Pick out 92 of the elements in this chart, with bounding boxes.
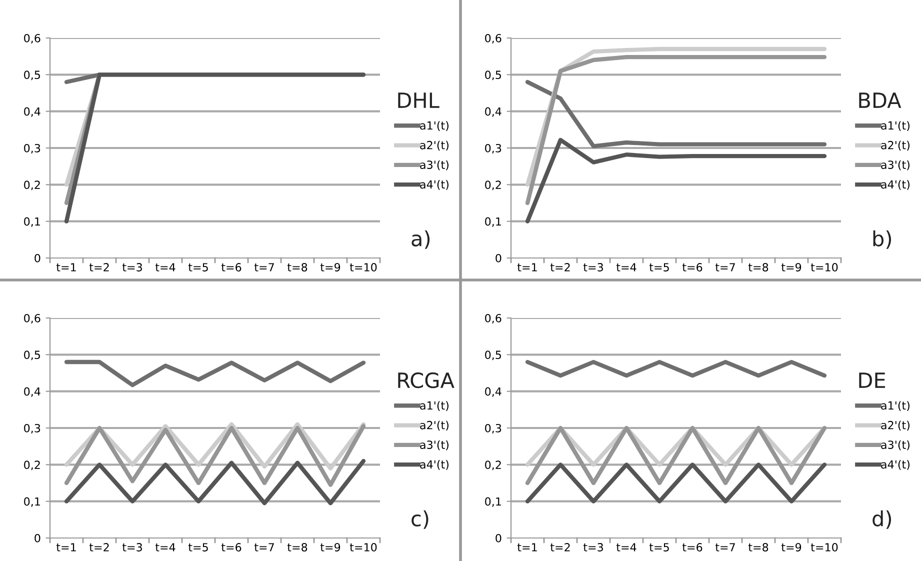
y-tick-label: 0,1: [24, 497, 40, 507]
x-tick-label: t=7: [254, 263, 274, 272]
x-tick-label: t=5: [188, 263, 208, 272]
x-tick-label: t=2: [550, 263, 570, 272]
y-tick-label: 0,3: [24, 424, 40, 434]
x-tick-label: t=10: [810, 543, 838, 552]
x-tick-label: t=9: [781, 263, 802, 272]
y-tick-label: 0,3: [485, 144, 502, 154]
x-tick-label: t=7: [715, 543, 735, 552]
legend-label: a3'(t): [420, 160, 448, 170]
x-tick-label: t=8: [287, 543, 308, 552]
y-tick-label: 0,1: [485, 497, 501, 507]
legend-label: a3'(t): [881, 440, 910, 450]
x-tick-label: t=8: [287, 263, 308, 272]
legend-label: a1'(t): [881, 401, 910, 411]
y-tick-label: 0,6: [485, 34, 502, 44]
text: a): [412, 230, 430, 249]
legend-label: a3'(t): [881, 160, 910, 170]
text: d): [872, 510, 892, 529]
y-tick-label: 0: [496, 534, 502, 542]
y-tick-label: 0,5: [24, 350, 40, 360]
y-tick-label: 0,2: [485, 460, 501, 470]
legend-label: a3'(t): [420, 440, 448, 450]
y-tick-label: 0,3: [485, 424, 502, 434]
y-tick-label: 0,4: [485, 387, 502, 397]
x-tick-label: t=7: [254, 543, 274, 552]
y-tick-label: 0,2: [24, 460, 40, 470]
y-tick-label: 0,5: [24, 70, 40, 80]
x-tick-label: t=9: [320, 263, 340, 272]
y-tick-label: 0,6: [24, 314, 40, 324]
x-tick-label: t=3: [583, 263, 603, 272]
legend-label: a2'(t): [420, 420, 448, 431]
legend-title: DE: [859, 372, 886, 388]
y-tick-label: 0,3: [24, 144, 40, 154]
legend-title: RCGA: [398, 372, 454, 388]
x-tick-label: t=2: [89, 263, 109, 272]
x-tick-label: t=8: [748, 543, 768, 552]
x-tick-label: t=10: [350, 543, 377, 552]
x-tick-label: t=9: [320, 543, 340, 552]
x-tick-label: t=1: [56, 263, 76, 272]
x-tick-label: t=10: [810, 263, 838, 272]
legend-label: a2'(t): [420, 140, 448, 151]
y-tick-label: 0,2: [485, 180, 501, 190]
x-tick-label: t=8: [748, 263, 768, 272]
y-tick-label: 0,4: [24, 387, 40, 397]
x-tick-label: t=6: [682, 263, 702, 272]
x-tick-label: t=6: [221, 263, 242, 272]
x-tick-label: t=4: [155, 263, 176, 272]
x-tick-label: t=1: [517, 263, 537, 272]
legend-label: a2'(t): [881, 420, 910, 431]
y-tick-label: 0,5: [485, 70, 501, 80]
legend-title: DHL: [398, 92, 440, 108]
x-tick-label: t=3: [122, 543, 142, 552]
x-tick-label: t=5: [649, 263, 669, 272]
legend-title: BDA: [859, 92, 902, 108]
x-tick-label: t=5: [649, 543, 669, 552]
y-tick-label: 0,4: [24, 107, 40, 117]
x-tick-label: t=3: [583, 543, 603, 552]
text: c): [412, 510, 428, 529]
x-tick-label: t=10: [350, 263, 377, 272]
y-tick-label: 0,6: [485, 314, 502, 324]
x-tick-label: t=1: [56, 543, 76, 552]
x-tick-label: t=2: [89, 543, 109, 552]
x-tick-label: t=6: [682, 543, 702, 552]
x-tick-label: t=1: [517, 543, 537, 552]
x-tick-label: t=9: [781, 543, 802, 552]
y-tick-label: 0,4: [485, 107, 502, 117]
legend-label: a2'(t): [881, 140, 910, 151]
y-tick-label: 0,1: [24, 217, 40, 227]
x-tick-label: t=5: [188, 543, 208, 552]
text: b): [873, 230, 892, 249]
legend-label: a1'(t): [420, 121, 448, 131]
x-tick-label: t=7: [715, 263, 735, 272]
legend-label: a4'(t): [881, 460, 910, 470]
x-tick-label: t=6: [221, 543, 242, 552]
legend-label: a1'(t): [420, 401, 448, 411]
x-tick-label: t=3: [122, 263, 142, 272]
y-tick-label: 0,1: [485, 217, 501, 227]
y-tick-label: 0,6: [24, 34, 40, 44]
x-tick-label: t=4: [616, 543, 636, 552]
y-tick-label: 0: [496, 254, 502, 262]
y-tick-label: 0,2: [24, 180, 40, 190]
legend-label: a1'(t): [881, 121, 910, 131]
x-tick-label: t=4: [155, 543, 176, 552]
legend-label: a4'(t): [420, 460, 448, 470]
y-tick-label: 0,5: [485, 350, 501, 360]
legend-label: a4'(t): [881, 180, 910, 190]
x-tick-label: t=2: [550, 543, 570, 552]
legend-label: a4'(t): [420, 180, 448, 190]
y-tick-label: 0: [34, 254, 40, 262]
y-tick-label: 0: [34, 534, 40, 542]
x-tick-label: t=4: [616, 263, 636, 272]
